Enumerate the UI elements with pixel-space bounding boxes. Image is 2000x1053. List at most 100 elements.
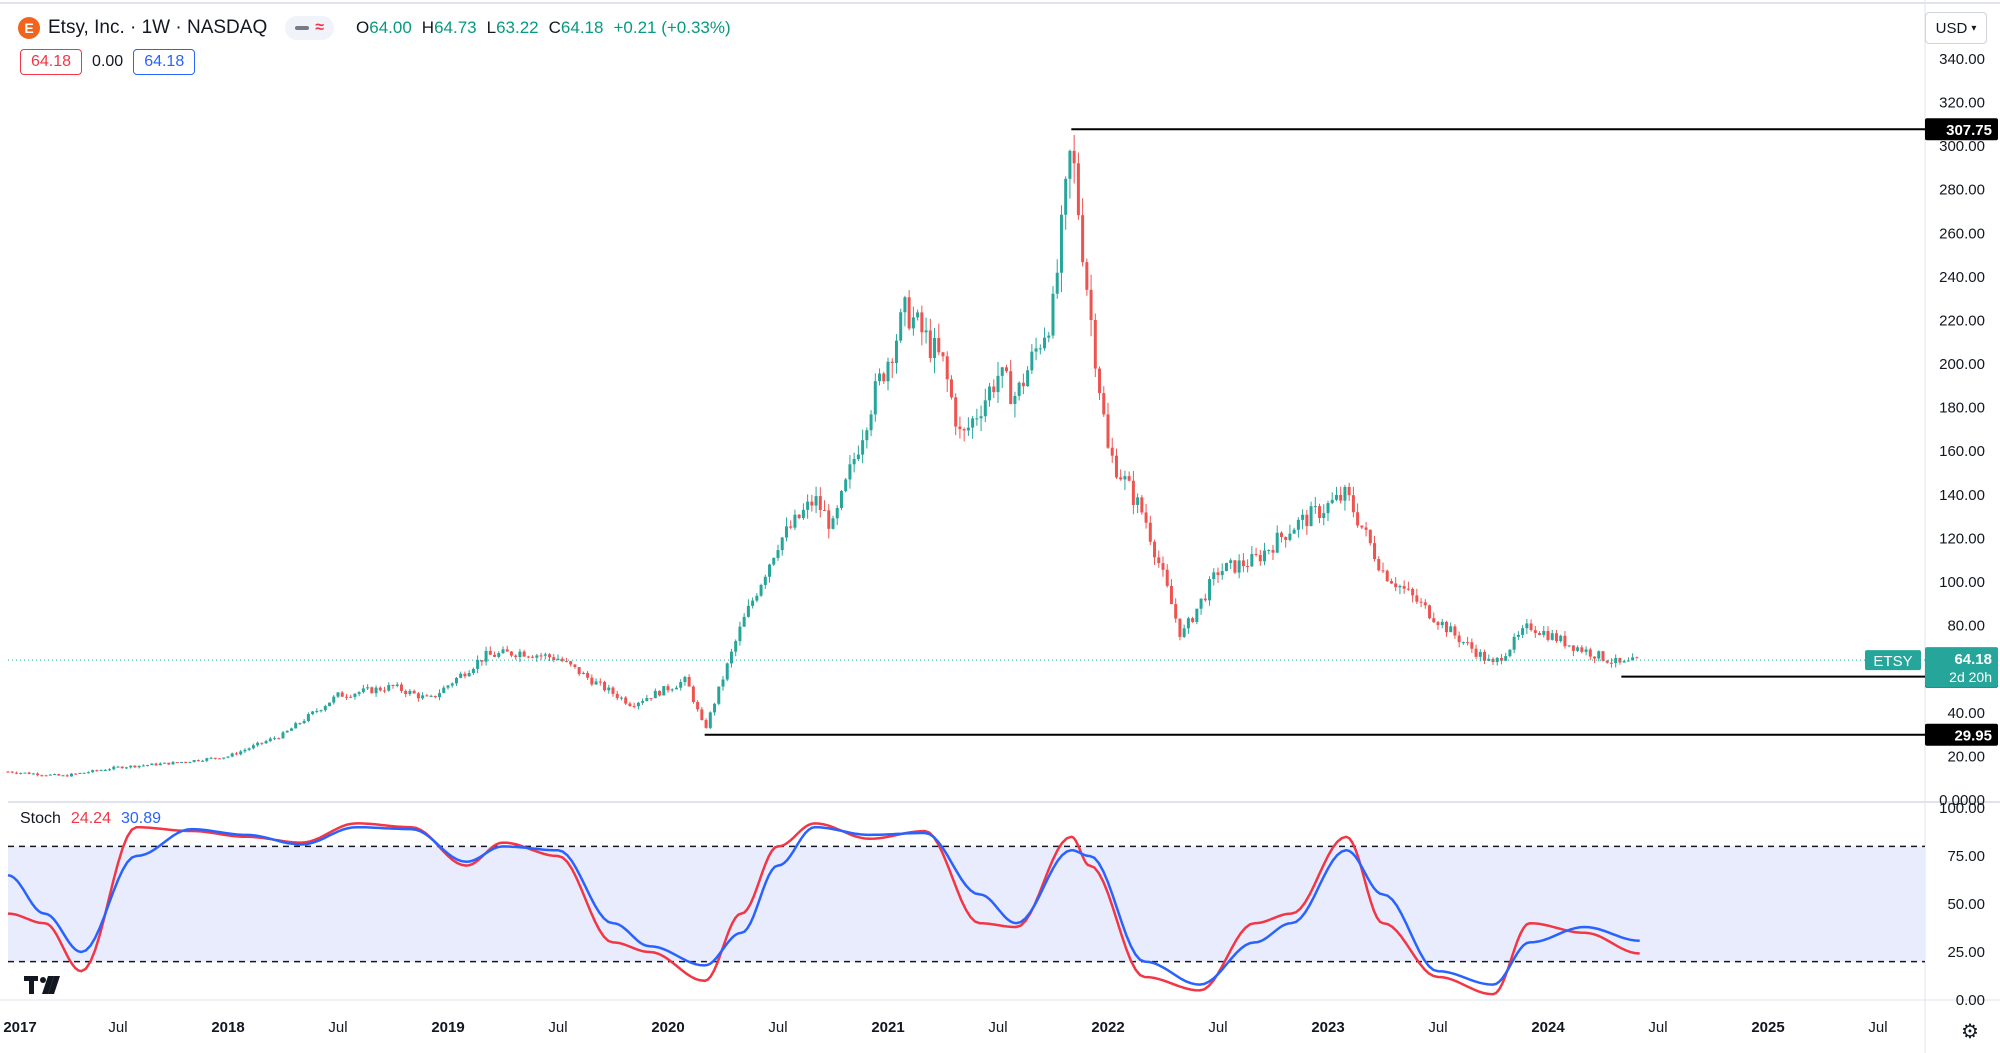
candle-body <box>429 695 433 697</box>
candle-body <box>945 356 949 380</box>
price-tick-label: 300.00 <box>1939 138 1985 155</box>
candle-body <box>920 312 924 333</box>
candle-body <box>1453 626 1457 636</box>
candle-body <box>209 757 213 759</box>
sell-price-box[interactable]: 64.18 <box>20 49 83 75</box>
candle-body <box>454 677 458 684</box>
candle-body <box>1461 642 1465 644</box>
candle-body <box>666 686 670 691</box>
candle-body <box>700 709 704 720</box>
minus-icon[interactable] <box>295 26 310 30</box>
stoch-tick-label: 0.00 <box>1956 992 1985 1009</box>
candle-body <box>133 765 137 768</box>
candle-body <box>916 312 920 318</box>
candle-body <box>1423 602 1427 606</box>
spread-value: 0.00 <box>92 53 124 70</box>
candle-body <box>501 649 505 654</box>
candle-body <box>1428 605 1432 619</box>
candle-body <box>61 775 65 777</box>
candle-body <box>471 668 475 674</box>
candle-body <box>674 687 678 690</box>
candle-body <box>1229 560 1233 563</box>
candle-body <box>1140 497 1144 513</box>
candle-body <box>937 337 941 353</box>
candle-body <box>581 672 585 675</box>
candle-body <box>1436 622 1440 626</box>
candle-body <box>1631 657 1635 661</box>
candle-body <box>433 695 437 698</box>
candle-body <box>1411 589 1415 596</box>
candle-body <box>894 340 898 364</box>
candle-body <box>1525 623 1529 629</box>
candle-body <box>725 663 729 680</box>
candle-body <box>772 557 776 565</box>
candle-body <box>1216 572 1220 576</box>
gear-icon[interactable]: ⚙ <box>1961 1020 1979 1043</box>
candle-body <box>1199 598 1203 609</box>
candle-body <box>861 440 865 455</box>
candle-body <box>1203 598 1207 601</box>
currency-selector[interactable]: USD ▾ <box>1925 12 1987 44</box>
price-level-label: 307.75 <box>1946 122 1992 139</box>
candle-body <box>721 679 725 687</box>
candle-body <box>535 655 539 658</box>
price-tick-label: 340.00 <box>1939 51 1985 68</box>
candle-body <box>243 749 247 752</box>
candle-body <box>1364 527 1368 530</box>
candle-body <box>234 753 238 755</box>
candle-body <box>763 576 767 585</box>
candle-body <box>1538 632 1542 635</box>
candle-body <box>1330 499 1334 504</box>
candle-body <box>1047 335 1051 338</box>
candle-body <box>366 687 370 689</box>
candle-body <box>1360 525 1364 528</box>
candle-body <box>780 537 784 551</box>
candle-body <box>1356 512 1360 526</box>
candle-body <box>171 762 175 765</box>
candle-body <box>264 741 268 744</box>
candle-body <box>1580 647 1584 652</box>
candle-body <box>717 686 721 704</box>
candle-body <box>975 418 979 420</box>
candle-body <box>1322 513 1326 518</box>
candle-body <box>260 742 264 744</box>
candle-body <box>1017 382 1021 396</box>
tradingview-logo-icon[interactable] <box>24 970 64 1004</box>
candle-body <box>924 330 928 333</box>
candle-body <box>1055 272 1059 294</box>
candle-body <box>852 459 856 465</box>
indicator-toggle[interactable]: ≈ <box>285 16 335 40</box>
candle-body <box>95 770 99 772</box>
candle-body <box>649 698 653 700</box>
price-tick-label: 320.00 <box>1939 94 1985 111</box>
candle-body <box>167 762 171 765</box>
candle-body <box>442 687 446 694</box>
candle-body <box>1013 395 1017 404</box>
candle-body <box>983 400 987 417</box>
candle-body <box>1440 621 1444 626</box>
candle-body <box>1043 337 1047 349</box>
candle-body <box>158 763 162 766</box>
wave-icon[interactable]: ≈ <box>315 19 325 36</box>
candle-body <box>509 651 513 656</box>
candle-body <box>1495 657 1499 662</box>
candle-body <box>1605 660 1609 663</box>
candle-body <box>1334 494 1338 500</box>
candle-body <box>488 650 492 655</box>
candle-body <box>289 728 293 731</box>
candle-body <box>247 748 251 750</box>
candle-body <box>890 361 894 364</box>
buy-price-box[interactable]: 64.18 <box>133 49 196 75</box>
stoch-tick-label: 100.00 <box>1939 800 1985 817</box>
candle-body <box>1212 572 1216 580</box>
candle-body <box>1237 560 1241 573</box>
symbol-title[interactable]: Etsy, Inc. · 1W · NASDAQ <box>48 17 268 38</box>
candle-body <box>611 687 615 694</box>
ohlc-readout: O64.00 H64.73 L63.22 C64.18 +0.21 (+0.33… <box>356 18 731 37</box>
candle-body <box>615 693 619 699</box>
candle-body <box>192 760 196 762</box>
candle-body <box>590 677 594 685</box>
candle-body <box>1339 494 1343 501</box>
stoch-label[interactable]: Stoch <box>20 810 61 827</box>
